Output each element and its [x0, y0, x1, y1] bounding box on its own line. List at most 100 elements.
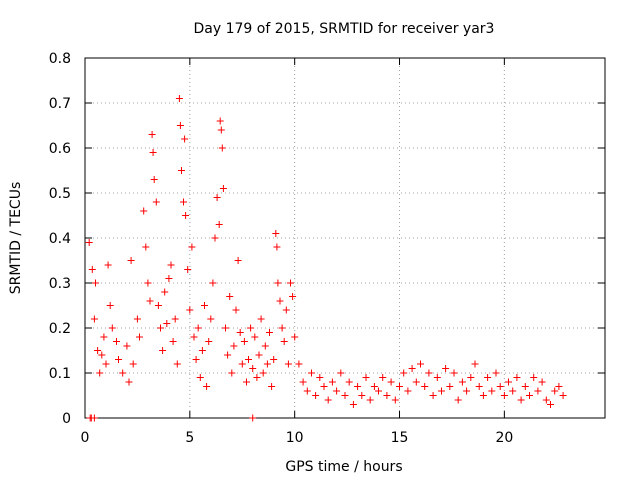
data-point: [186, 306, 194, 314]
data-point: [446, 383, 454, 390]
y-tick-label: 0.7: [49, 96, 71, 112]
data-point: [142, 243, 150, 251]
data-point: [534, 387, 542, 395]
data-point: [551, 387, 559, 395]
data-point: [320, 383, 328, 390]
data-point: [438, 387, 445, 395]
data-point: [149, 149, 157, 156]
data-point: [412, 378, 420, 386]
data-point: [287, 279, 294, 287]
data-point: [115, 356, 122, 363]
data-point: [136, 333, 143, 341]
data-point: [500, 392, 508, 399]
data-point: [366, 396, 374, 404]
data-point: [255, 351, 263, 359]
data-point: [387, 378, 395, 386]
data-point: [106, 302, 114, 309]
data-point: [150, 176, 158, 183]
data-point: [108, 324, 116, 332]
data-point: [119, 369, 127, 377]
data-point: [247, 324, 255, 332]
data-point: [488, 387, 496, 395]
data-point: [188, 243, 196, 251]
data-point: [209, 279, 217, 287]
data-point: [104, 261, 112, 269]
data-point: [175, 95, 183, 102]
data-point: [259, 369, 267, 377]
data-point: [249, 414, 257, 422]
data-point: [538, 378, 546, 386]
data-point: [328, 378, 336, 386]
data-point: [228, 369, 236, 377]
data-point: [484, 374, 492, 381]
data-point: [266, 329, 273, 336]
x-tick-label: 20: [495, 430, 513, 446]
data-point: [100, 333, 108, 341]
data-point: [354, 383, 362, 390]
data-point: [157, 324, 164, 332]
data-point: [169, 338, 177, 345]
y-tick-label: 0.3: [49, 276, 71, 292]
chart-title: Day 179 of 2015, SRMTID for receiver yar…: [194, 21, 495, 37]
data-point: [270, 356, 278, 363]
data-point: [159, 347, 167, 354]
data-point: [349, 401, 357, 408]
data-point: [425, 369, 433, 377]
data-point: [123, 342, 131, 350]
data-point: [205, 338, 213, 345]
data-point: [192, 356, 200, 363]
data-point: [232, 306, 240, 314]
data-point: [222, 324, 229, 332]
data-point: [505, 378, 512, 386]
data-point: [559, 392, 567, 399]
data-point: [337, 369, 345, 377]
data-point: [521, 383, 529, 390]
data-point: [442, 365, 450, 372]
data-point: [88, 266, 96, 273]
data-point: [216, 117, 224, 125]
data-point: [299, 378, 307, 386]
data-point: [238, 360, 246, 368]
data-point: [215, 221, 223, 228]
data-point: [180, 198, 187, 206]
axis-ticks: 0 0.1 0.2 0.3 0.4 0.5 0.6 0.7 0.8 0 5 10 15 20: [49, 51, 605, 446]
data-point: [450, 369, 458, 377]
data-point: [526, 392, 533, 399]
data-point: [182, 212, 190, 219]
data-point: [217, 126, 225, 134]
data-point: [230, 342, 238, 350]
data-point: [400, 369, 408, 377]
data-point: [181, 135, 189, 143]
data-point: [90, 315, 98, 323]
data-point: [194, 324, 202, 332]
data-point: [234, 257, 242, 264]
data-point: [333, 387, 341, 395]
data-point: [85, 239, 93, 246]
data-point: [140, 207, 148, 215]
data-point: [224, 351, 232, 359]
data-point: [404, 387, 412, 395]
data-point: [308, 369, 315, 377]
data-point: [196, 374, 204, 381]
y-tick-label: 0.1: [49, 366, 71, 382]
data-point: [295, 360, 303, 368]
grid-lines: [85, 58, 605, 418]
data-point: [102, 360, 110, 368]
data-point: [146, 297, 154, 305]
data-point: [417, 360, 424, 368]
data-point: [530, 374, 538, 381]
data-point: [268, 383, 276, 390]
data-point: [396, 383, 403, 390]
data-point: [429, 392, 437, 399]
data-point: [463, 387, 471, 395]
data-point: [471, 360, 479, 368]
data-point: [513, 374, 521, 381]
data-point: [263, 360, 271, 368]
data-point: [475, 383, 483, 390]
data-point: [148, 131, 156, 138]
data-point: [129, 360, 137, 368]
data-point: [362, 374, 370, 381]
data-point: [276, 297, 284, 305]
x-tick-label: 10: [286, 430, 304, 446]
